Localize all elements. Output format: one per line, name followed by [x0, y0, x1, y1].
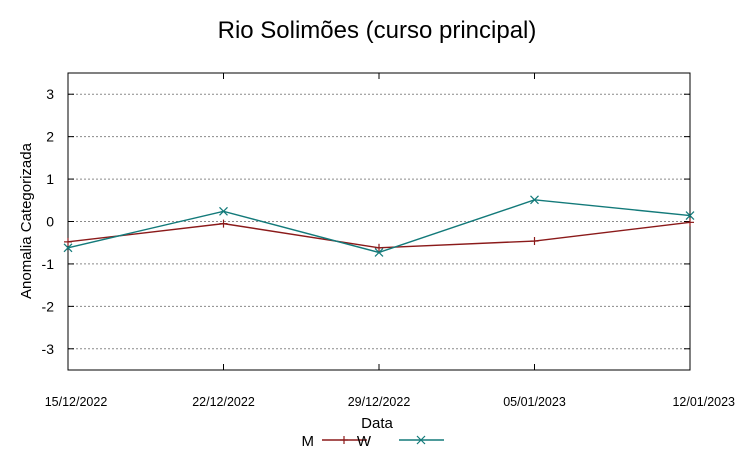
x-tick-label: 12/01/2023: [672, 395, 735, 409]
legend-label-w: W: [357, 433, 372, 450]
data-point-w: [219, 206, 228, 216]
legend-marker-m: [340, 436, 348, 444]
y-tick-label: 0: [46, 214, 54, 230]
legend-label-m: M: [302, 433, 315, 450]
y-tick-label: 2: [46, 129, 54, 145]
marker-stroke: [685, 211, 695, 220]
data-point-w: [374, 248, 384, 257]
data-point-w: [63, 243, 73, 253]
data-point-w: [685, 211, 695, 220]
data-point-m: [686, 218, 694, 227]
data-point-m: [64, 237, 72, 246]
marker-stroke: [416, 435, 426, 445]
series-layer: [63, 195, 695, 257]
data-point-m: [530, 237, 539, 246]
y-tick-label: -1: [42, 256, 55, 272]
marker-stroke: [374, 248, 384, 257]
y-axis-ticks: -3 -2 -1 0 1 2 3: [42, 86, 690, 357]
y-tick-label: 3: [46, 86, 54, 102]
y-tick-label: -2: [42, 298, 55, 314]
y-axis-label: Anomalia Categorizada: [18, 142, 35, 299]
x-tick-label: 29/12/2022: [348, 395, 411, 409]
grid: [68, 93, 690, 350]
x-axis-ticks: 15/12/2022 22/12/2022 29/12/2022 05/01/2023…: [45, 73, 735, 409]
data-point-m: [219, 219, 228, 228]
y-tick-label: -3: [42, 341, 55, 357]
chart-title: Rio Solimões (curso principal): [218, 17, 537, 44]
marker-stroke: [63, 243, 73, 253]
marker-stroke: [219, 206, 228, 216]
x-axis-label: Data: [361, 415, 393, 432]
x-tick-label: 15/12/2022: [45, 395, 108, 409]
x-tick-label: 22/12/2022: [192, 395, 255, 409]
marker-stroke: [530, 195, 539, 205]
data-point-w: [530, 195, 539, 205]
legend-marker-w: [416, 435, 426, 445]
x-tick-label: 05/01/2023: [503, 395, 566, 409]
data-point-m: [375, 243, 383, 252]
y-tick-label: 1: [46, 171, 54, 187]
